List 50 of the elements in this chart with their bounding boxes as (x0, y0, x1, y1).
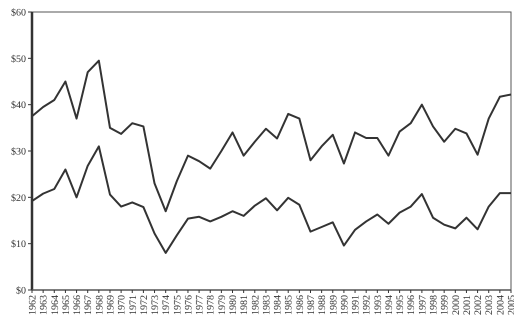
x-tick-label: 1994 (384, 295, 395, 315)
x-tick-label: 1979 (216, 295, 228, 315)
x-tick-label: 1984 (272, 295, 284, 315)
x-tick-label: 1976 (183, 295, 194, 315)
x-tick-label: 1981 (239, 295, 250, 315)
x-tick-label: 1999 (440, 295, 451, 315)
x-tick-label: 1966 (72, 295, 84, 315)
x-tick-label: 1998 (428, 295, 440, 315)
y-tick-label: $0 (16, 286, 26, 296)
y-tick-label: $20 (11, 192, 26, 204)
x-tick-label: 1978 (206, 295, 217, 315)
x-tick-label: 1995 (395, 295, 406, 315)
x-tick-label: 1974 (161, 295, 172, 315)
x-tick-label: 1980 (228, 295, 240, 315)
x-tick-label: 1967 (83, 295, 94, 315)
x-tick-label: 1977 (194, 295, 206, 315)
x-tick-label: 1973 (150, 295, 162, 315)
x-tick-label: 1982 (250, 295, 262, 315)
x-tick-label: 1970 (116, 295, 128, 315)
x-tick-label: 1987 (306, 295, 317, 315)
x-tick-label: 1991 (350, 295, 362, 315)
x-tick-label: 1969 (105, 295, 116, 315)
x-tick-label: 2002 (473, 295, 484, 315)
y-tick-label: $10 (11, 239, 26, 250)
x-tick-label: 1972 (138, 295, 150, 315)
x-tick-label: 1988 (317, 295, 328, 315)
y-tick-label: $30 (11, 146, 26, 158)
x-tick-label: 1996 (406, 295, 418, 315)
x-tick-label: 1965 (60, 295, 72, 315)
x-tick-label: 1983 (261, 295, 272, 315)
x-tick-label: 1997 (417, 295, 428, 315)
x-tick-label: 1968 (94, 295, 106, 315)
x-tick-label: 2001 (462, 295, 473, 315)
y-tick-label: $60 (11, 8, 26, 18)
x-tick-label: 1990 (339, 295, 350, 315)
x-tick-label: 1985 (284, 295, 295, 315)
x-tick-label: 1993 (372, 295, 384, 315)
x-tick-label: 2000 (450, 295, 462, 315)
x-tick-label: 1975 (172, 295, 184, 315)
x-tick-label: 2004 (495, 295, 506, 315)
x-tick-label: 1989 (328, 295, 340, 315)
y-tick-label: $40 (11, 100, 26, 112)
x-tick-label: 1962 (28, 295, 38, 315)
y-tick-label: $50 (11, 54, 26, 65)
x-tick-label: 1992 (362, 295, 373, 315)
x-tick-label: 1964 (50, 295, 61, 315)
x-tick-label: 2003 (484, 295, 496, 315)
x-tick-label: 1986 (294, 295, 306, 315)
x-tick-label: 1963 (38, 295, 50, 315)
x-tick-label: 1971 (128, 295, 139, 315)
